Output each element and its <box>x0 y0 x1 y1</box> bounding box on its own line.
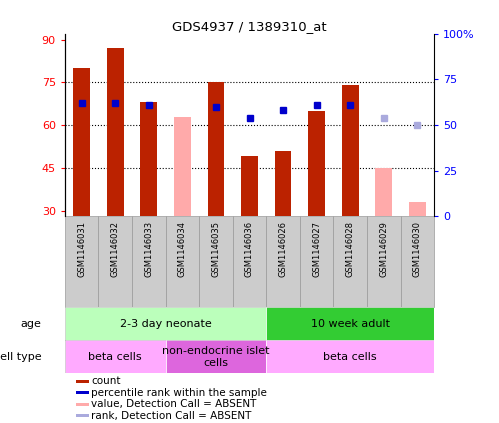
Bar <box>241 157 258 216</box>
Text: count: count <box>91 376 121 386</box>
Bar <box>166 216 199 308</box>
Text: cell type: cell type <box>0 352 41 362</box>
Bar <box>65 341 166 373</box>
Text: GSM1146029: GSM1146029 <box>379 221 388 277</box>
Bar <box>266 341 434 373</box>
Bar <box>375 168 392 216</box>
Bar <box>76 391 89 394</box>
Bar <box>409 202 426 216</box>
Bar <box>367 216 401 308</box>
Text: GSM1146030: GSM1146030 <box>413 221 422 277</box>
Bar <box>199 216 233 308</box>
Bar <box>140 102 157 216</box>
Bar <box>73 68 90 216</box>
Bar <box>233 216 266 308</box>
Bar <box>333 216 367 308</box>
Text: age: age <box>20 319 41 329</box>
Bar <box>76 403 89 406</box>
Text: beta cells: beta cells <box>323 352 377 362</box>
Text: GSM1146028: GSM1146028 <box>346 221 355 277</box>
Bar <box>342 85 359 216</box>
Text: GSM1146027: GSM1146027 <box>312 221 321 277</box>
Text: rank, Detection Call = ABSENT: rank, Detection Call = ABSENT <box>91 411 252 420</box>
Bar <box>65 308 266 341</box>
Text: GSM1146032: GSM1146032 <box>111 221 120 277</box>
Bar <box>401 216 434 308</box>
Bar <box>308 111 325 216</box>
Bar <box>98 216 132 308</box>
Text: 10 week adult: 10 week adult <box>311 319 390 329</box>
Text: GSM1146034: GSM1146034 <box>178 221 187 277</box>
Text: GSM1146033: GSM1146033 <box>144 221 153 277</box>
Bar <box>76 414 89 417</box>
Title: GDS4937 / 1389310_at: GDS4937 / 1389310_at <box>172 20 327 33</box>
Text: 2-3 day neonate: 2-3 day neonate <box>120 319 212 329</box>
Bar <box>166 341 266 373</box>
Text: beta cells: beta cells <box>88 352 142 362</box>
Bar <box>65 216 98 308</box>
Bar <box>208 82 225 216</box>
Bar <box>76 380 89 383</box>
Text: GSM1146036: GSM1146036 <box>245 221 254 277</box>
Bar <box>300 216 333 308</box>
Text: GSM1146026: GSM1146026 <box>278 221 287 277</box>
Bar <box>266 216 300 308</box>
Text: GSM1146031: GSM1146031 <box>77 221 86 277</box>
Bar <box>132 216 166 308</box>
Bar <box>274 151 291 216</box>
Text: non-endocrine islet
cells: non-endocrine islet cells <box>162 346 269 368</box>
Bar <box>107 48 124 216</box>
Text: value, Detection Call = ABSENT: value, Detection Call = ABSENT <box>91 399 257 409</box>
Text: GSM1146035: GSM1146035 <box>212 221 221 277</box>
Bar <box>266 308 434 341</box>
Bar <box>174 116 191 216</box>
Text: percentile rank within the sample: percentile rank within the sample <box>91 388 267 398</box>
